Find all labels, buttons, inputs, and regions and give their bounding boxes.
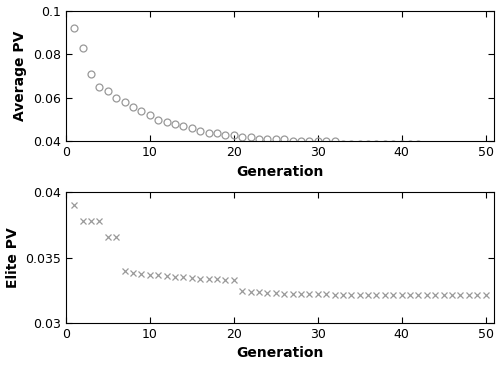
Y-axis label: Average PV: Average PV bbox=[14, 31, 28, 121]
Y-axis label: Elite PV: Elite PV bbox=[6, 227, 20, 288]
X-axis label: Generation: Generation bbox=[236, 347, 324, 361]
X-axis label: Generation: Generation bbox=[236, 165, 324, 179]
